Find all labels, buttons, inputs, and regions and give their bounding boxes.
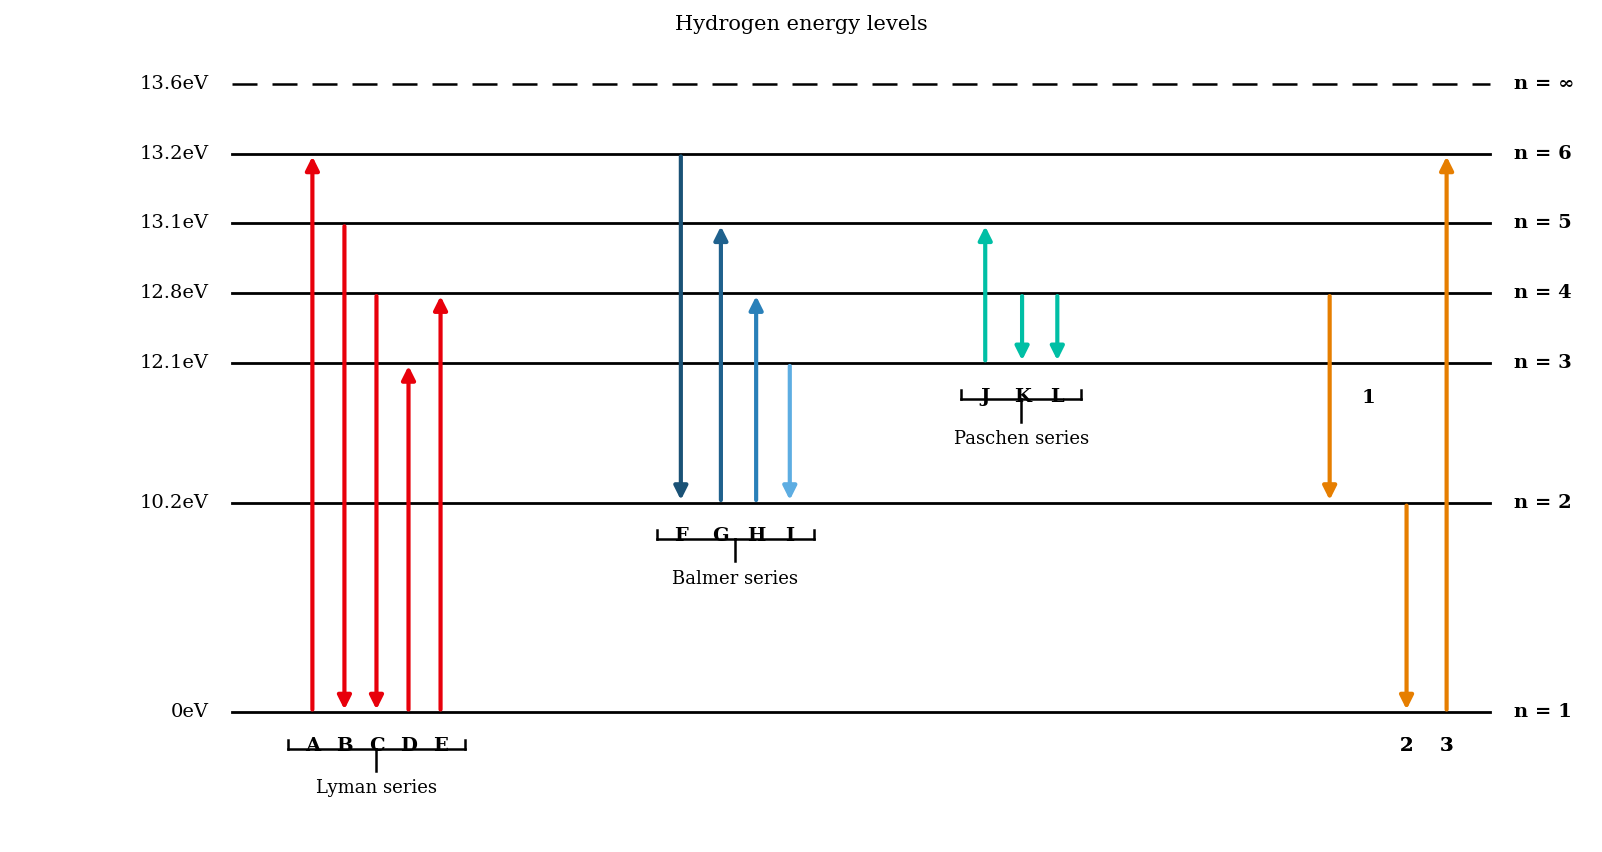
Text: H: H [747,527,766,545]
Text: I: I [785,527,795,545]
Text: 12.8eV: 12.8eV [139,285,208,302]
Text: Paschen series: Paschen series [953,430,1089,448]
Text: 3: 3 [1440,737,1453,755]
Text: n = 5: n = 5 [1514,215,1572,233]
Text: D: D [400,737,417,755]
Text: 12.1eV: 12.1eV [139,354,208,372]
Text: n = 2: n = 2 [1514,494,1572,512]
Text: 10.2eV: 10.2eV [139,494,208,512]
Text: n = 4: n = 4 [1514,285,1572,302]
Text: E: E [433,737,449,755]
Text: Hydrogen energy levels: Hydrogen energy levels [674,15,928,34]
Text: n = 6: n = 6 [1514,145,1572,163]
Text: 3: 3 [1440,737,1453,755]
Text: 13.6eV: 13.6eV [139,75,208,93]
Text: C: C [368,737,384,755]
Text: Lyman series: Lyman series [316,780,437,797]
Text: n = ∞: n = ∞ [1514,75,1575,93]
Text: 13.1eV: 13.1eV [139,215,208,233]
Text: K: K [1014,388,1030,406]
Text: 1: 1 [1362,389,1376,407]
Text: B: B [336,737,352,755]
Text: 2: 2 [1400,737,1413,755]
Text: L: L [1051,388,1064,406]
Text: 13.2eV: 13.2eV [139,145,208,163]
Text: Balmer series: Balmer series [673,570,798,588]
Text: n = 1: n = 1 [1514,704,1572,722]
Text: A: A [304,737,320,755]
Text: 0eV: 0eV [170,704,208,722]
Text: F: F [674,527,687,545]
Text: n = 3: n = 3 [1514,354,1572,372]
Text: G: G [713,527,729,545]
Text: J: J [980,388,990,406]
Text: 2: 2 [1400,737,1413,755]
